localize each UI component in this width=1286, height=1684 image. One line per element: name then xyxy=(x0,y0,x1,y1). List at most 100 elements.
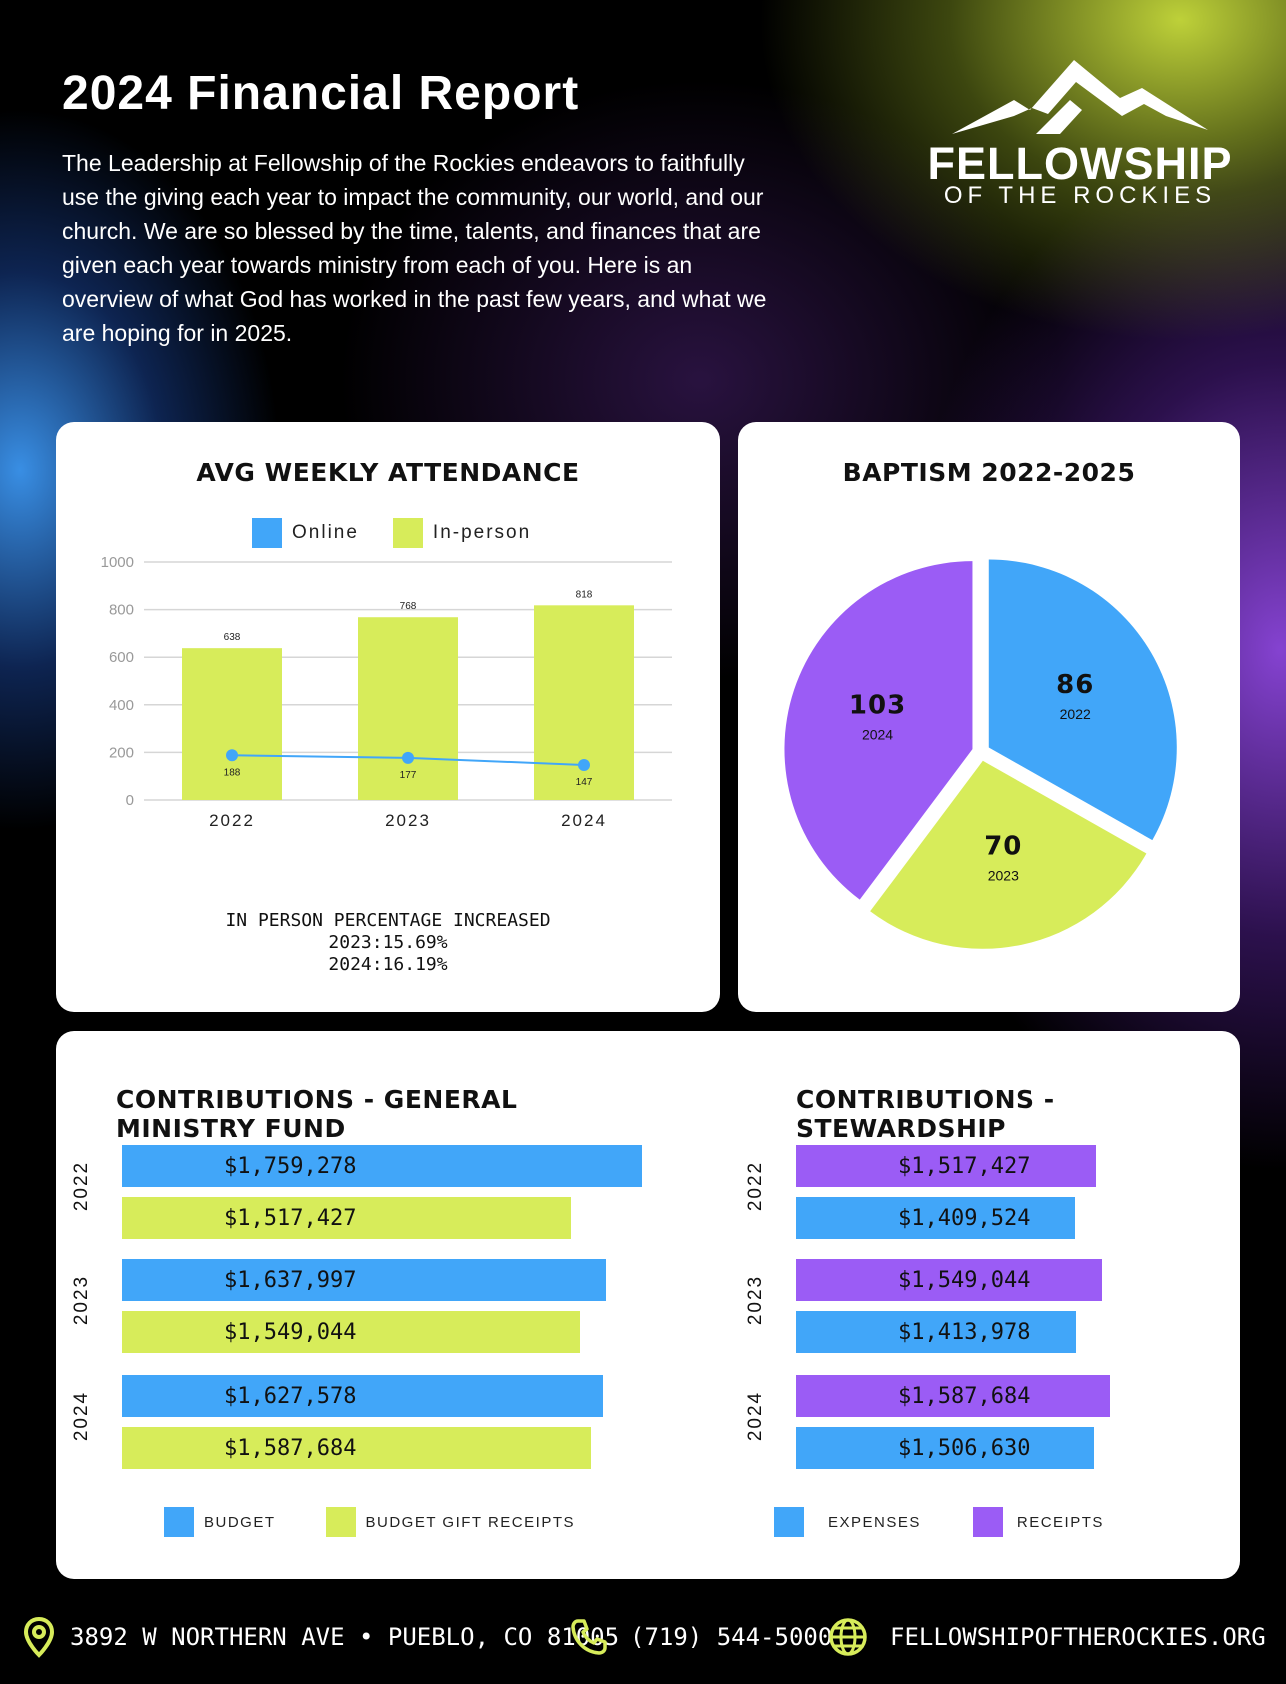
y-tick-label: 400 xyxy=(109,697,134,714)
hbar-value-label: $1,587,684 xyxy=(898,1383,1031,1409)
legend-label-online: Online xyxy=(292,522,359,543)
online-point xyxy=(402,751,414,764)
legend-label-in-person: In-person xyxy=(432,522,532,543)
note-line: IN PERSON PERCENTAGE INCREASED xyxy=(225,910,551,931)
hbar: $1,506,630 xyxy=(796,1427,1094,1469)
y-tick-label: 1000 xyxy=(101,554,134,571)
footer: 3892 W NORTHERN AVE • PUEBLO, CO 81005 (… xyxy=(0,1610,1286,1664)
baptism-pie-chart: 86 2022 70 2023 103 2024 xyxy=(784,559,1177,949)
pie-slice-2022 xyxy=(988,559,1177,841)
legend-swatch-online xyxy=(252,518,282,548)
x-tick-label: 2022 xyxy=(209,811,255,830)
pie-year-label: 2024 xyxy=(862,727,893,743)
legend-swatch-expenses xyxy=(774,1507,804,1537)
year-axis-label: 2022 xyxy=(71,1160,92,1212)
bar-value-label: 768 xyxy=(400,601,417,612)
hbar-value-label: $1,506,630 xyxy=(898,1435,1031,1461)
pie-slice-2023 xyxy=(870,760,1147,949)
attendance-chart: 0 200 400 600 800 1000 638 2022 768 2023 818 2024 18… xyxy=(101,554,672,830)
contributions-card: CONTRIBUTIONS - GENERAL MINISTRY FUND CO… xyxy=(56,1031,1240,1579)
hbar: $1,517,427 xyxy=(796,1145,1096,1187)
line-value-label: 147 xyxy=(576,777,593,788)
attendance-title: AVG WEEKLY ATTENDANCE xyxy=(196,458,580,487)
year-axis-label: 2024 xyxy=(745,1390,766,1442)
hbar-value-label: $1,549,044 xyxy=(898,1267,1031,1293)
year-axis-label: 2022 xyxy=(745,1160,766,1212)
hbar: $1,587,684 xyxy=(122,1427,591,1469)
y-tick-label: 200 xyxy=(109,744,134,761)
hbar-value-label: $1,517,427 xyxy=(898,1153,1031,1179)
legend-label-budget: BUDGET xyxy=(204,1513,276,1531)
year-axis-label: 2023 xyxy=(71,1274,92,1326)
attendance-note: IN PERSON PERCENTAGE INCREASED 2023:15.6… xyxy=(56,910,720,976)
location-pin-icon xyxy=(23,1616,55,1658)
hbar: $1,409,524 xyxy=(796,1197,1075,1239)
y-tick-label: 600 xyxy=(109,649,134,666)
mountain-icon xyxy=(952,60,1208,134)
hbar-value-label: $1,627,578 xyxy=(224,1383,357,1409)
hbar: $1,627,578 xyxy=(122,1375,603,1417)
hbar: $1,759,278 xyxy=(122,1145,642,1187)
line-value-label: 177 xyxy=(400,770,417,781)
online-point xyxy=(578,759,590,772)
baptism-title: BAPTISM 2022-2025 xyxy=(842,458,1136,487)
hbar-value-label: $1,549,044 xyxy=(224,1319,357,1345)
legend-label-budget-gift-receipts: BUDGET GIFT RECEIPTS xyxy=(365,1513,575,1531)
hbar: $1,549,044 xyxy=(796,1259,1102,1301)
footer-phone: (719) 544-5000 xyxy=(570,1610,832,1664)
bar-value-label: 818 xyxy=(576,589,593,600)
hbar: $1,413,978 xyxy=(796,1311,1076,1353)
pie-value-label: 86 xyxy=(1056,670,1094,700)
footer-website: FELLOWSHIPOFTHEROCKIES.ORG xyxy=(828,1610,1266,1664)
legend-swatch-in-person xyxy=(392,518,423,548)
phone-text[interactable]: (719) 544-5000 xyxy=(630,1623,833,1651)
baptism-card: BAPTISM 2022-2025 86 2022 70 2023 103 2024 xyxy=(738,422,1240,1012)
globe-icon xyxy=(829,1618,867,1656)
legend-label-receipts: RECEIPTS xyxy=(1016,1513,1104,1531)
website-link[interactable]: FELLOWSHIPOFTHEROCKIES.ORG xyxy=(890,1623,1266,1651)
note-line: 2023:15.69% xyxy=(328,932,448,953)
year-axis-label: 2023 xyxy=(745,1274,766,1326)
attendance-card: AVG WEEKLY ATTENDANCE Online In-person 0… xyxy=(56,422,720,1012)
hbar-value-label: $1,413,978 xyxy=(898,1319,1031,1345)
pie-value-label: 70 xyxy=(984,832,1022,862)
legend-label-expenses: EXPENSES xyxy=(828,1513,921,1531)
logo-main-text: FELLOWSHIP xyxy=(927,138,1233,189)
bar-in-person xyxy=(358,617,458,800)
hbar-value-label: $1,587,684 xyxy=(224,1435,357,1461)
stewardship-title: CONTRIBUTIONS - STEWARDSHIP xyxy=(796,1085,1055,1143)
attendance-legend: Online In-person xyxy=(252,518,531,548)
hbar: $1,549,044 xyxy=(122,1311,580,1353)
legend-swatch-budget-gift-receipts xyxy=(325,1507,356,1537)
bar-value-label: 638 xyxy=(224,632,241,643)
pie-slice-2024 xyxy=(784,561,973,900)
year-axis-label: 2024 xyxy=(71,1390,92,1442)
hbar-value-label: $1,759,278 xyxy=(224,1153,357,1179)
hbar: $1,587,684 xyxy=(796,1375,1110,1417)
intro-paragraph: The Leadership at Fellowship of the Rock… xyxy=(62,150,767,346)
hbar-value-label: $1,637,997 xyxy=(224,1267,357,1293)
hbar: $1,517,427 xyxy=(122,1197,571,1239)
pie-year-label: 2023 xyxy=(988,868,1019,884)
phone-icon xyxy=(571,1619,607,1655)
bar-in-person xyxy=(182,648,282,800)
hbar-value-label: $1,517,427 xyxy=(224,1205,357,1231)
gmf-title: CONTRIBUTIONS - GENERAL MINISTRY FUND xyxy=(116,1085,518,1143)
legend-swatch-budget xyxy=(164,1507,194,1537)
address-text: 3892 W NORTHERN AVE • PUEBLO, CO 81005 xyxy=(70,1623,620,1651)
y-tick-label: 800 xyxy=(109,602,134,619)
footer-address: 3892 W NORTHERN AVE • PUEBLO, CO 81005 xyxy=(22,1610,619,1664)
logo-sub-text: OF THE ROCKIES xyxy=(943,182,1217,209)
gmf-legend: BUDGET BUDGET GIFT RECEIPTS xyxy=(164,1507,575,1537)
hbar-value-label: $1,409,524 xyxy=(898,1205,1031,1231)
x-tick-label: 2024 xyxy=(561,811,607,830)
legend-swatch-receipts xyxy=(972,1507,1003,1537)
logo: FELLOWSHIP OF THE ROCKIES xyxy=(920,58,1240,209)
online-point xyxy=(226,749,238,762)
note-line: 2024:16.19% xyxy=(328,954,448,975)
pie-year-label: 2022 xyxy=(1060,706,1091,722)
hbar: $1,637,997 xyxy=(122,1259,606,1301)
page-title: 2024 Financial Report xyxy=(62,67,580,120)
y-tick-label: 0 xyxy=(126,792,134,809)
x-tick-label: 2023 xyxy=(385,811,431,830)
